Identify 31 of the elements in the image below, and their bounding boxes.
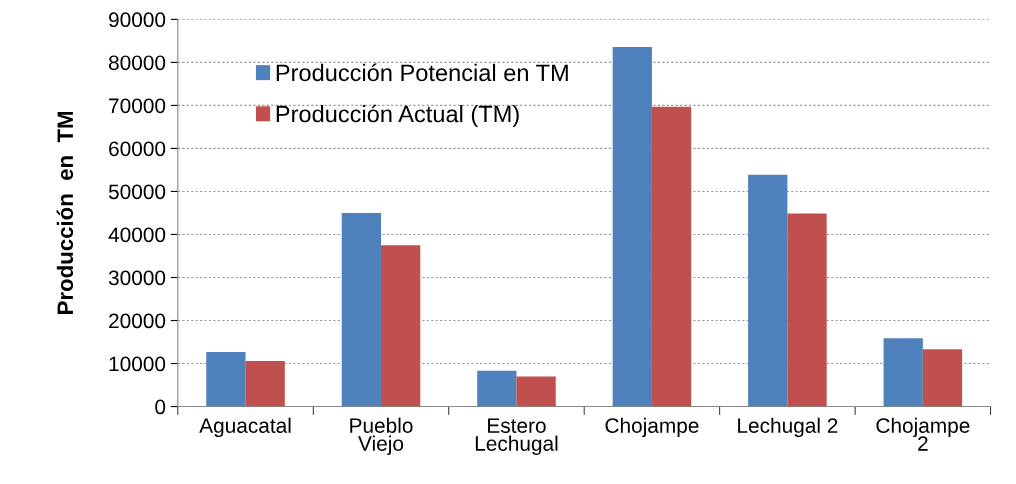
bar xyxy=(651,106,692,407)
bar xyxy=(922,349,963,407)
bar xyxy=(883,338,923,407)
bar xyxy=(477,370,517,407)
x-tick-label: Estero Lechugal xyxy=(475,418,558,455)
x-tick-label: Chojampe xyxy=(605,417,699,438)
legend-label: Producción Potencial en TM xyxy=(276,63,568,82)
y-axis-title: Producción en TM xyxy=(56,111,74,314)
y-tick-label: 40000 xyxy=(108,227,166,243)
y-tick-label: 80000 xyxy=(108,55,166,71)
bar xyxy=(381,245,421,407)
x-tick-label: Chojampe 2 xyxy=(876,417,970,451)
bar xyxy=(748,174,788,407)
bar xyxy=(612,46,652,407)
legend-label: Producción Actual (TM) xyxy=(276,104,519,128)
x-tick-label: Pueblo Viejo xyxy=(350,417,413,455)
y-tick-label: 10000 xyxy=(109,356,166,372)
y-tick-label: 0 xyxy=(155,399,166,415)
bar xyxy=(245,360,285,407)
bar xyxy=(516,376,556,407)
y-tick-label: 30000 xyxy=(108,270,166,286)
y-tick-label: 70000 xyxy=(109,98,166,114)
y-tick-label: 90000 xyxy=(109,12,166,28)
y-tick-label: 20000 xyxy=(109,313,166,329)
x-tick-label: Aguacatal xyxy=(199,417,291,438)
y-tick-label: 60000 xyxy=(109,141,166,157)
bar xyxy=(341,212,381,407)
bar xyxy=(206,351,246,407)
y-tick-label: 50000 xyxy=(108,184,166,200)
x-tick-label: Lechugal 2 xyxy=(738,417,838,438)
bar xyxy=(787,213,827,407)
